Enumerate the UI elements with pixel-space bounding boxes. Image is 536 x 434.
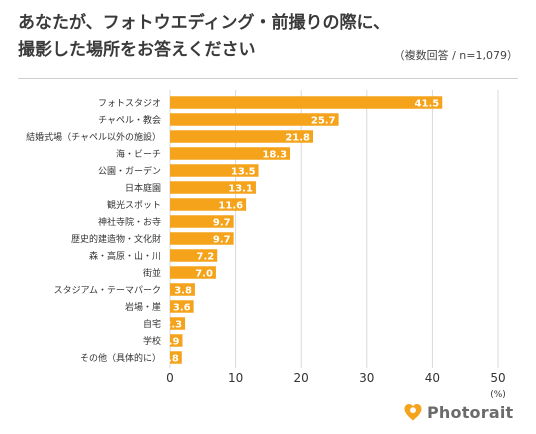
bar: [170, 266, 216, 279]
bar-value-label: 18.3: [262, 149, 287, 160]
bar-value-label: 3.6: [173, 302, 191, 313]
brand-logo: Photorait: [403, 402, 513, 422]
bar-value-label: 3.8: [174, 285, 192, 296]
bar-value-label: 7.0: [195, 268, 213, 279]
bar: [170, 300, 194, 313]
bar-value-label: 9.7: [213, 234, 231, 245]
bar-value-label: 1.8: [161, 353, 179, 364]
bar: [170, 334, 183, 347]
bar: [170, 96, 443, 109]
chart-title: あなたが、フォトウエディング・前撮りの際に、 撮影した場所をお答えください: [18, 10, 518, 64]
bar: [170, 215, 234, 228]
x-tick-label: 50: [490, 371, 505, 385]
category-label: 日本庭園: [125, 182, 161, 194]
bar-value-label: 13.5: [231, 166, 256, 177]
x-tick-label: 10: [228, 371, 243, 385]
x-tick-label: 40: [425, 371, 440, 385]
x-tick-label: 0: [166, 371, 174, 385]
bar-value-label: 11.6: [218, 200, 243, 211]
x-tick-label: 20: [294, 371, 309, 385]
bar: [170, 164, 259, 177]
bar-value-label: 1.9: [162, 336, 180, 347]
bar-value-label: 2.3: [164, 319, 182, 330]
x-tick-label: 30: [359, 371, 374, 385]
bars: 41.5 25.721.8 18.3 13.5 13.1 11.6 9.7 9.7 7.2 7.0…: [161, 96, 443, 364]
category-label: 街並: [143, 267, 161, 279]
bar: [170, 181, 256, 194]
x-axis-unit: (%): [490, 390, 506, 400]
title-divider: [18, 78, 518, 79]
category-label: 自宅: [143, 318, 161, 330]
bar-value-label: 21.8: [285, 132, 310, 143]
category-label: 森・高原・山・川: [89, 250, 161, 262]
bar: [170, 232, 234, 245]
bar: [170, 147, 291, 160]
bar: [170, 113, 339, 126]
bar: [170, 198, 247, 211]
bar-value-label: 13.1: [228, 183, 253, 194]
brand-name: Photorait: [427, 402, 514, 422]
category-label: チャペル・教会: [98, 114, 161, 126]
bar-value-label: 9.7: [213, 217, 231, 228]
x-axis-ticks: 0 10 20 30 40 50 (%): [166, 371, 506, 400]
category-label: 学校: [143, 335, 161, 347]
chart-title-line-1: あなたが、フォトウエディング・前撮りの際に、: [18, 13, 390, 33]
bar: [170, 249, 218, 262]
bar-value-label: 41.5: [415, 98, 440, 109]
chart-title-line-2: 撮影した場所をお答えください: [18, 40, 256, 60]
category-label: フォトスタジオ: [98, 98, 161, 109]
category-label: スタジアム・テーマパーク: [54, 285, 161, 296]
bar: [170, 283, 195, 296]
category-label: 海・ビーチ: [116, 148, 161, 160]
bar: [170, 130, 314, 143]
bar-value-label: 25.7: [311, 115, 336, 126]
bar: [170, 317, 186, 330]
category-label: 観光スポット: [107, 199, 161, 211]
chart-subtitle: （複数回答 / n=1,079）: [393, 49, 518, 62]
category-label: 神社寺院・お寺: [98, 216, 161, 228]
category-label: 公園・ガーデン: [98, 165, 161, 177]
heart-pin-icon: [404, 404, 422, 421]
category-label: 歴史的建造物・文化財: [71, 233, 161, 245]
bar-value-label: 7.2: [197, 251, 215, 262]
category-label: その他（具体的に）: [80, 352, 161, 364]
bar: [170, 351, 182, 364]
category-label: 結婚式場（チャペル以外の施設）: [26, 131, 161, 143]
category-label: 岩場・崖: [125, 301, 161, 313]
